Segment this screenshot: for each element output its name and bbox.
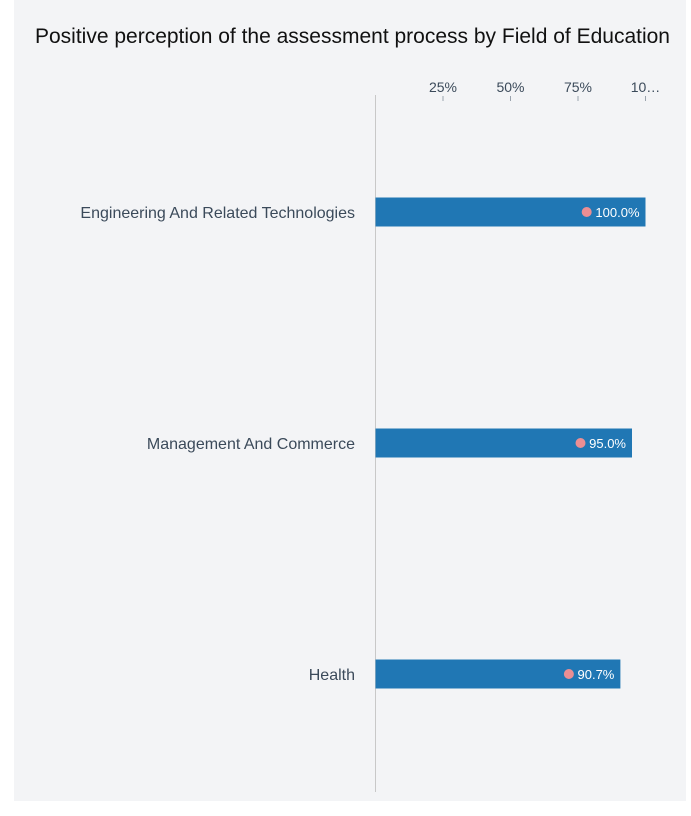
value-marker [575, 438, 586, 448]
x-tick-label: 75% [564, 79, 592, 95]
x-axis-ticks: 25% 50% 75% 10… [429, 79, 660, 101]
bar[interactable] [375, 659, 621, 689]
category-label: Health [309, 667, 355, 684]
bar[interactable] [375, 197, 646, 227]
category-label: Engineering And Related Technologies [80, 205, 355, 222]
bar[interactable] [375, 428, 633, 458]
x-tick-label: 50% [496, 79, 524, 95]
data-label: 100.0% [595, 205, 640, 220]
value-marker [581, 207, 592, 217]
x-tick-label: 25% [429, 79, 457, 95]
bars: Engineering And Related Technologies 100.… [80, 197, 646, 689]
value-marker [563, 669, 574, 679]
data-label: 95.0% [589, 436, 626, 451]
data-label: 90.7% [578, 667, 615, 682]
chart-title: Positive perception of the assessment pr… [34, 25, 670, 48]
category-label: Management And Commerce [147, 436, 355, 453]
x-tick-label: 10… [631, 79, 661, 95]
